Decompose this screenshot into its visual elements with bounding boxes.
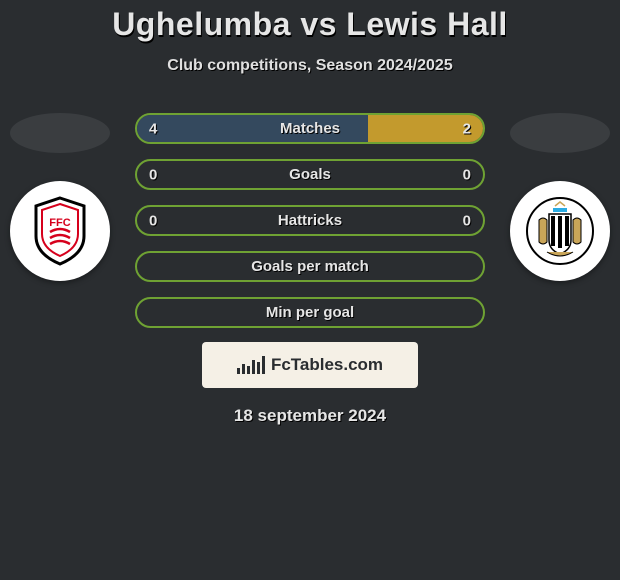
stat-label: Goals (289, 166, 331, 183)
stat-label: Min per goal (266, 304, 354, 321)
stat-label: Matches (280, 120, 340, 137)
team-left-badge: FFC (10, 113, 110, 213)
stat-row: 0 0 Hattricks (135, 205, 485, 236)
page-title: Ughelumba vs Lewis Hall (0, 6, 620, 43)
stat-row: 4 2 Matches (135, 113, 485, 144)
stat-label: Hattricks (278, 212, 342, 229)
team-right-badge (510, 113, 610, 213)
stat-row: Min per goal (135, 297, 485, 328)
stat-label: Goals per match (251, 258, 369, 275)
svg-text:FFC: FFC (49, 217, 70, 229)
stat-value-left: 0 (149, 166, 157, 183)
page-subtitle: Club competitions, Season 2024/2025 (0, 57, 620, 75)
ellipse-shadow-icon (510, 113, 610, 153)
stat-value-right: 0 (463, 212, 471, 229)
stat-value-left: 4 (149, 120, 157, 137)
brand-label: FcTables.com (271, 355, 383, 375)
newcastle-crest-icon (510, 181, 610, 281)
bar-chart-icon (237, 356, 265, 374)
date-label: 18 september 2024 (0, 406, 620, 426)
stat-value-right: 2 (463, 120, 471, 137)
stat-rows: 4 2 Matches 0 0 Goals 0 0 Hattricks Goals per mat… (135, 113, 485, 328)
stat-value-left: 0 (149, 212, 157, 229)
stats-stage: FFC (0, 113, 620, 426)
stat-row: 0 0 Goals (135, 159, 485, 190)
stat-value-right: 0 (463, 166, 471, 183)
fulham-crest-icon: FFC (10, 181, 110, 281)
ellipse-shadow-icon (10, 113, 110, 153)
brand-box: FcTables.com (202, 342, 418, 388)
comparison-card: Ughelumba vs Lewis Hall Club competition… (0, 0, 620, 426)
stat-row: Goals per match (135, 251, 485, 282)
